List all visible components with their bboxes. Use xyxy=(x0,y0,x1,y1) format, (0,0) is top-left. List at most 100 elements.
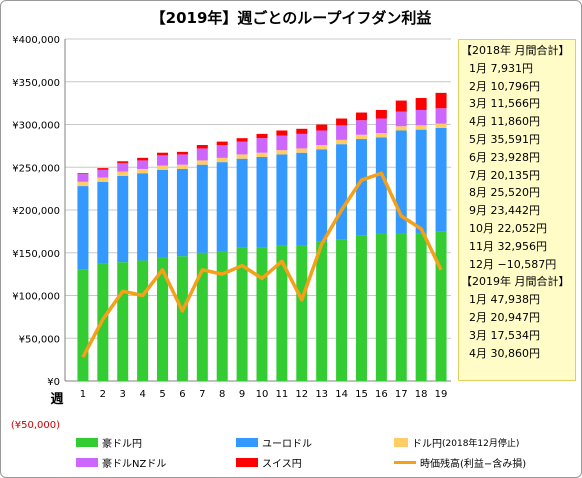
y-tick-label: ¥350,000 xyxy=(12,78,60,89)
bar-aud-jpy xyxy=(395,233,407,381)
bar-usd-jpy xyxy=(176,164,188,169)
legend-swatch-usd-jpy xyxy=(394,437,408,447)
bar-aud-nzd xyxy=(137,160,149,169)
bar-eur-usd xyxy=(276,154,288,246)
summary-row-2018: 7月 20,135円 xyxy=(469,168,540,182)
x-tick-label: 12 xyxy=(295,389,308,400)
bar-aud-jpy xyxy=(117,262,129,381)
bar-chf-jpy xyxy=(415,97,427,110)
bar-eur-usd xyxy=(296,152,308,246)
summary-row-2018: 5月 35,591円 xyxy=(469,132,540,146)
y-tick-label: ¥0 xyxy=(47,377,60,388)
bar-aud-jpy xyxy=(375,233,387,381)
bar-aud-nzd xyxy=(157,155,169,166)
x-tick-label: 2 xyxy=(100,389,106,400)
legend-label-eur-usd: ユーロドル xyxy=(262,438,312,450)
bar-aud-jpy xyxy=(77,269,89,381)
bar-aud-jpy xyxy=(137,260,149,381)
x-axis-label: 週 xyxy=(50,392,63,407)
bar-usd-jpy xyxy=(375,133,387,138)
bar-aud-nzd xyxy=(415,109,427,126)
bar-usd-jpy xyxy=(157,165,169,170)
bar-usd-jpy xyxy=(415,125,427,130)
legend-swatch-eur-usd xyxy=(236,437,258,447)
bar-eur-usd xyxy=(375,137,387,234)
bar-chf-jpy xyxy=(77,173,89,175)
summary-row-2018: 4月 11,860円 xyxy=(469,115,540,129)
bar-usd-jpy xyxy=(196,160,208,165)
bar-eur-usd xyxy=(176,168,188,257)
y-tick-label: ¥400,000 xyxy=(12,35,60,46)
bar-usd-jpy xyxy=(236,154,248,159)
x-tick-label: 17 xyxy=(395,389,408,400)
bar-chf-jpy xyxy=(435,92,447,109)
bar-aud-nzd xyxy=(296,133,308,149)
y-tick-label: ¥50,000 xyxy=(19,334,60,345)
y-tick-label: ¥200,000 xyxy=(12,206,60,217)
legend-item-chf-jpy: スイス円 xyxy=(236,455,302,470)
bar-chf-jpy xyxy=(276,130,288,136)
bar-usd-jpy xyxy=(216,157,228,163)
bar-eur-usd xyxy=(137,173,149,261)
bar-eur-usd xyxy=(236,158,248,248)
summary-row-2018: 8月 25,520円 xyxy=(469,186,540,200)
legend-swatch-chf-jpy xyxy=(236,457,258,467)
bar-chf-jpy xyxy=(137,157,149,161)
bar-aud-jpy xyxy=(415,233,427,381)
bar-usd-jpy xyxy=(77,181,89,187)
bar-usd-jpy xyxy=(316,145,328,150)
x-tick-label: 8 xyxy=(219,389,225,400)
bar-eur-usd xyxy=(157,169,169,258)
bar-eur-usd xyxy=(435,127,447,232)
bar-aud-jpy xyxy=(216,251,228,381)
x-tick-label: 4 xyxy=(139,389,145,400)
bar-aud-jpy xyxy=(157,257,169,381)
x-tick-label: 10 xyxy=(256,389,269,400)
bar-chf-jpy xyxy=(176,151,188,155)
bar-chf-jpy xyxy=(196,145,208,149)
bar-eur-usd xyxy=(196,164,208,253)
bar-usd-jpy xyxy=(296,148,308,153)
bar-aud-nzd xyxy=(256,138,268,153)
summary-row-2019: 3月 17,534円 xyxy=(469,328,540,342)
bar-aud-nzd xyxy=(375,118,387,134)
bar-chf-jpy xyxy=(157,152,169,156)
legend: 豪ドル円 ユーロドル ドル円 (2018年12月停止) 豪ドルNZドル スイス円 … xyxy=(76,431,576,475)
x-tick-label: 1 xyxy=(80,389,86,400)
legend-swatch-aud-jpy xyxy=(76,437,98,447)
summary-row-2018: 9月 23,442円 xyxy=(469,204,540,218)
summary-row-2018: 1月 7,931円 xyxy=(469,61,533,75)
bar-aud-jpy xyxy=(316,241,328,381)
x-tick-label: 15 xyxy=(355,389,368,400)
bar-aud-nzd xyxy=(236,141,248,155)
bar-usd-jpy xyxy=(276,150,288,155)
bar-usd-jpy xyxy=(336,139,348,145)
bar-aud-nzd xyxy=(216,145,228,158)
legend-label-aud-jpy: 豪ドル円 xyxy=(102,438,142,450)
legend-swatch-aud-nzd xyxy=(76,457,98,467)
summary-row-2019: 2月 20,947円 xyxy=(469,310,540,324)
bar-chf-jpy xyxy=(375,109,387,119)
bar-aud-nzd xyxy=(176,154,188,165)
bar-usd-jpy xyxy=(435,123,447,128)
bar-usd-jpy xyxy=(137,168,149,174)
y-tick-label: (¥50,000) xyxy=(11,420,60,431)
bar-usd-jpy xyxy=(256,152,268,157)
y-tick-label: ¥250,000 xyxy=(12,163,60,174)
x-tick-label: 16 xyxy=(375,389,388,400)
bar-aud-jpy xyxy=(296,245,308,381)
x-tick-label: 6 xyxy=(179,389,185,400)
bar-aud-nzd xyxy=(355,120,367,135)
bar-chf-jpy xyxy=(395,100,407,112)
summary-row-2018: 6月 23,928円 xyxy=(469,150,540,164)
summary-header-2019: 【2019年 月間合計】 xyxy=(461,275,570,289)
x-tick-label: 18 xyxy=(415,389,428,400)
legend-label-mark-to-market: 時価残高(利益−含み損) xyxy=(420,458,527,470)
summary-row-2018: 10月 22,052円 xyxy=(469,221,547,235)
bar-chf-jpy xyxy=(336,118,348,126)
x-tick-label: 13 xyxy=(315,389,328,400)
bar-aud-nzd xyxy=(395,111,407,127)
bar-usd-jpy xyxy=(355,134,367,140)
bar-aud-nzd xyxy=(117,162,129,172)
